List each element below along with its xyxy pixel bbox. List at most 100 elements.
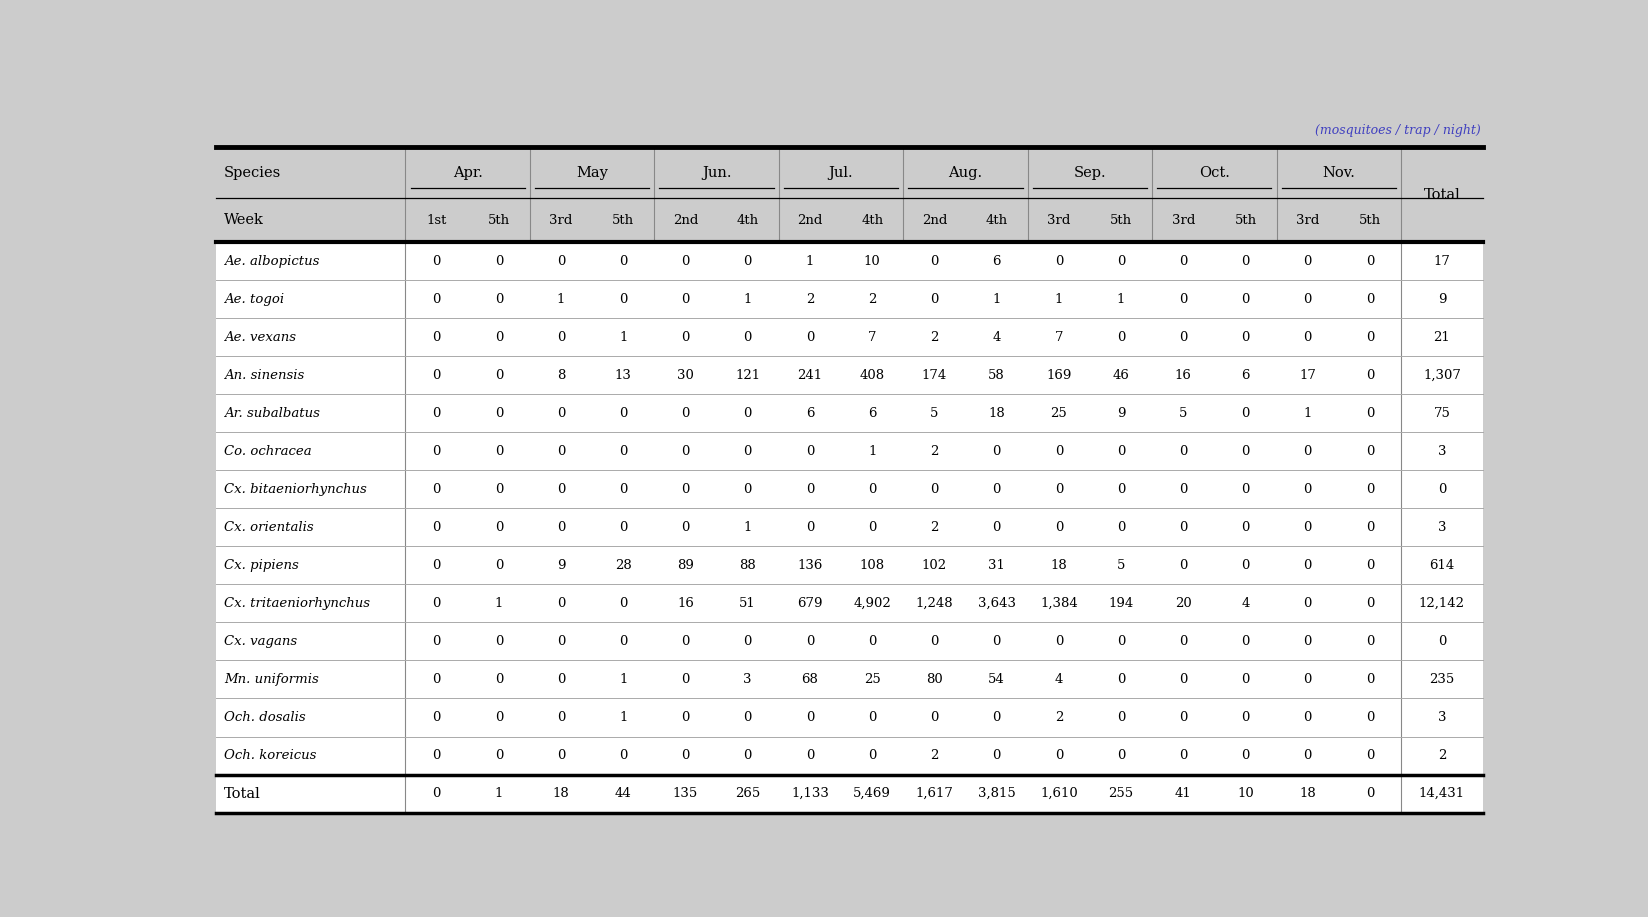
- Text: 17: 17: [1432, 255, 1450, 268]
- Text: 0: 0: [618, 407, 628, 420]
- Text: 0: 0: [1116, 673, 1124, 686]
- Text: 14,431: 14,431: [1417, 787, 1463, 800]
- Text: 0: 0: [1437, 483, 1445, 496]
- Text: 0: 0: [557, 521, 565, 534]
- Text: 0: 0: [1116, 635, 1124, 648]
- Text: 2nd: 2nd: [796, 214, 822, 226]
- Text: 54: 54: [987, 673, 1004, 686]
- Text: Aug.: Aug.: [948, 166, 982, 180]
- Text: Cx. vagans: Cx. vagans: [224, 635, 297, 648]
- Bar: [216, 318, 1482, 356]
- Text: 1: 1: [494, 597, 503, 610]
- Text: 7: 7: [867, 331, 875, 344]
- Text: 41: 41: [1173, 787, 1192, 800]
- Text: Mn. uniformis: Mn. uniformis: [224, 673, 318, 686]
- Text: 0: 0: [432, 407, 440, 420]
- Text: 0: 0: [1055, 483, 1063, 496]
- Text: 0: 0: [1178, 711, 1187, 724]
- Text: 0: 0: [1116, 331, 1124, 344]
- Text: 0: 0: [1241, 521, 1249, 534]
- Text: 0: 0: [1365, 293, 1373, 305]
- Text: 0: 0: [806, 635, 814, 648]
- Bar: [216, 547, 1482, 584]
- Text: 0: 0: [929, 635, 938, 648]
- Text: 18: 18: [987, 407, 1004, 420]
- Text: 8: 8: [557, 369, 565, 381]
- Text: 0: 0: [1241, 635, 1249, 648]
- Text: 0: 0: [1365, 749, 1373, 762]
- Text: 174: 174: [921, 369, 946, 381]
- Text: 194: 194: [1107, 597, 1132, 610]
- Text: 0: 0: [681, 749, 689, 762]
- Text: 1: 1: [806, 255, 814, 268]
- Text: 0: 0: [992, 749, 1000, 762]
- Text: 0: 0: [1241, 749, 1249, 762]
- Text: 0: 0: [1365, 787, 1373, 800]
- Text: 0: 0: [681, 407, 689, 420]
- Bar: [216, 148, 1482, 198]
- Text: 0: 0: [867, 749, 875, 762]
- Text: 0: 0: [557, 255, 565, 268]
- Text: 1: 1: [992, 293, 1000, 305]
- Text: 18: 18: [552, 787, 569, 800]
- Text: 0: 0: [557, 407, 565, 420]
- Text: 4,902: 4,902: [852, 597, 890, 610]
- Text: 6: 6: [806, 407, 814, 420]
- Text: Cx. orientalis: Cx. orientalis: [224, 521, 313, 534]
- Text: 0: 0: [743, 445, 751, 458]
- Text: 0: 0: [1365, 255, 1373, 268]
- Text: Nov.: Nov.: [1322, 166, 1355, 180]
- Text: 0: 0: [494, 255, 503, 268]
- Text: 3: 3: [1437, 445, 1445, 458]
- Text: 0: 0: [1365, 558, 1373, 572]
- Text: 0: 0: [618, 445, 628, 458]
- Text: 0: 0: [494, 635, 503, 648]
- Text: 6: 6: [992, 255, 1000, 268]
- Text: 0: 0: [743, 749, 751, 762]
- Text: 0: 0: [929, 255, 938, 268]
- Text: 235: 235: [1429, 673, 1454, 686]
- Text: 25: 25: [1050, 407, 1066, 420]
- Text: 0: 0: [1055, 521, 1063, 534]
- Text: 0: 0: [1241, 293, 1249, 305]
- Text: 3rd: 3rd: [1046, 214, 1070, 226]
- Text: 0: 0: [1365, 445, 1373, 458]
- Text: 0: 0: [681, 445, 689, 458]
- Text: 0: 0: [681, 711, 689, 724]
- Text: 0: 0: [1241, 673, 1249, 686]
- Text: 0: 0: [1178, 558, 1187, 572]
- Text: 4th: 4th: [737, 214, 758, 226]
- Text: 0: 0: [806, 711, 814, 724]
- Text: 0: 0: [494, 331, 503, 344]
- Text: 3: 3: [743, 673, 751, 686]
- Text: 16: 16: [677, 597, 694, 610]
- Text: 0: 0: [618, 521, 628, 534]
- Text: 0: 0: [1116, 521, 1124, 534]
- Text: 241: 241: [798, 369, 822, 381]
- Text: 0: 0: [992, 483, 1000, 496]
- Text: Cx. pipiens: Cx. pipiens: [224, 558, 298, 572]
- Text: 0: 0: [1302, 331, 1312, 344]
- Text: 6: 6: [1241, 369, 1249, 381]
- Text: 1: 1: [618, 673, 628, 686]
- Text: 0: 0: [432, 558, 440, 572]
- Text: May: May: [575, 166, 608, 180]
- Text: 0: 0: [1055, 635, 1063, 648]
- Text: 0: 0: [494, 407, 503, 420]
- Text: Total: Total: [224, 787, 260, 801]
- Text: 1,307: 1,307: [1422, 369, 1460, 381]
- Text: 0: 0: [743, 483, 751, 496]
- Text: 0: 0: [1365, 407, 1373, 420]
- Text: 3rd: 3rd: [1170, 214, 1195, 226]
- Text: 0: 0: [1302, 445, 1312, 458]
- Text: 108: 108: [859, 558, 885, 572]
- Text: 121: 121: [735, 369, 760, 381]
- Text: 89: 89: [677, 558, 694, 572]
- Text: 0: 0: [743, 407, 751, 420]
- Bar: [216, 736, 1482, 775]
- Text: 2: 2: [929, 445, 938, 458]
- Text: 0: 0: [557, 597, 565, 610]
- Text: 3,815: 3,815: [977, 787, 1015, 800]
- Text: 3rd: 3rd: [549, 214, 572, 226]
- Text: 3: 3: [1437, 521, 1445, 534]
